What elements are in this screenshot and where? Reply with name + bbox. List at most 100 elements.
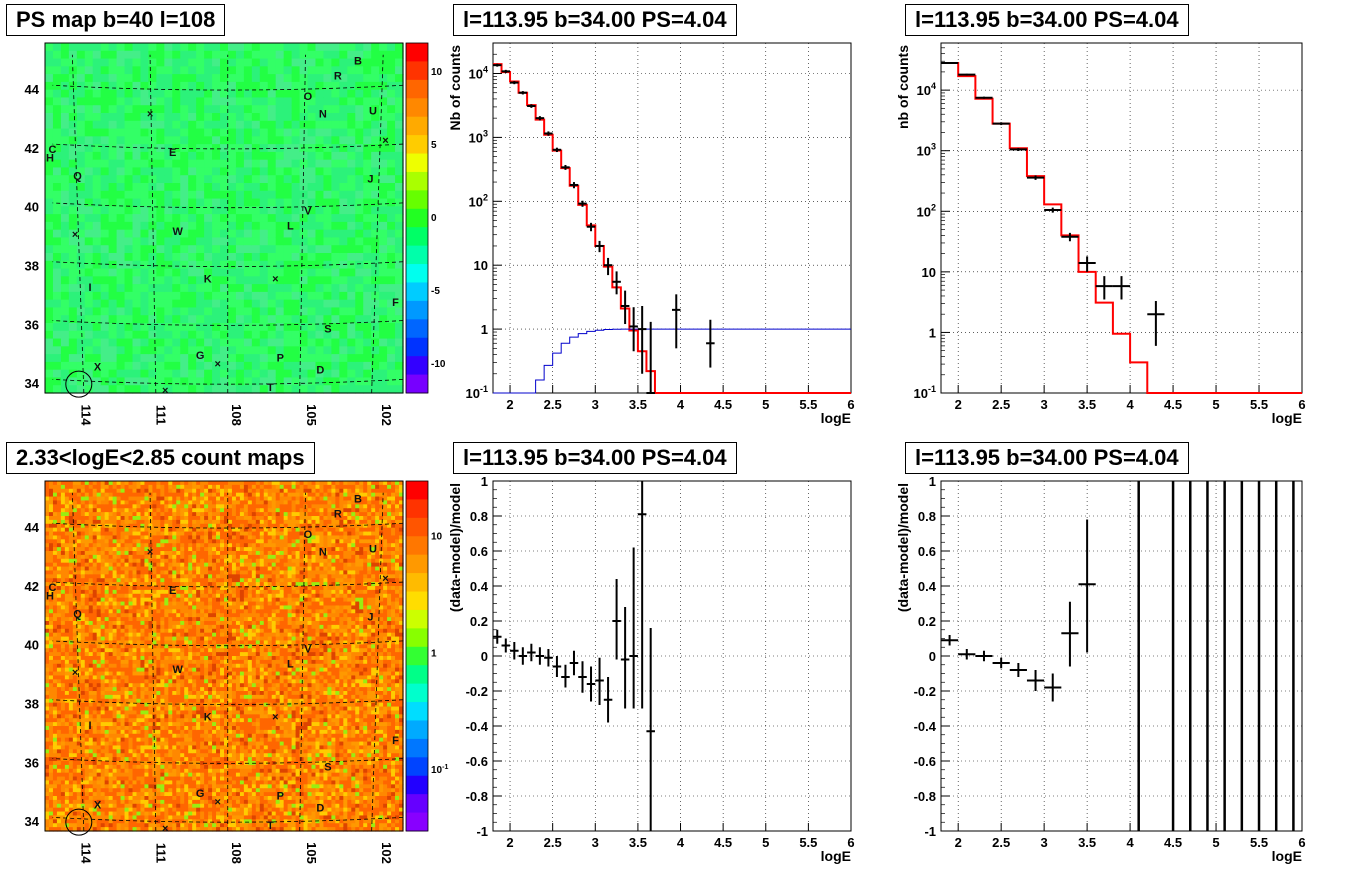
map-pixel	[112, 570, 118, 575]
map-pixel	[68, 89, 78, 99]
map-pixel	[323, 43, 332, 52]
map-pixel	[152, 753, 157, 758]
map-pixel	[84, 531, 90, 537]
map-pixel	[132, 687, 138, 692]
map-pixel	[307, 338, 317, 347]
map-pixel	[275, 50, 285, 60]
map-pixel	[45, 516, 50, 521]
map-pixel	[371, 66, 380, 75]
map-pixel	[227, 338, 237, 347]
map-pixel	[104, 757, 110, 762]
map-pixel	[227, 245, 237, 254]
map-pixel	[128, 722, 134, 727]
map-pixel	[88, 702, 94, 708]
map-pixel	[164, 81, 173, 91]
map-pixel	[243, 377, 253, 386]
map-pixel	[116, 66, 126, 75]
map-pixel	[144, 729, 150, 735]
map-pixel	[72, 768, 78, 774]
map-pixel	[204, 105, 213, 114]
map-pixel	[124, 50, 134, 60]
map-pixel	[76, 749, 82, 754]
map-pixel	[136, 780, 142, 785]
map-pixel	[52, 492, 58, 498]
map-pixel	[96, 605, 102, 610]
map-pixel	[196, 89, 205, 99]
map-pixel	[180, 338, 189, 347]
map-pixel	[76, 578, 82, 583]
map-pixel	[128, 792, 134, 797]
map-pixel	[92, 624, 98, 630]
map-pixel	[148, 120, 157, 130]
map-pixel	[136, 741, 142, 747]
map-pixel	[387, 167, 396, 176]
map-pixel	[88, 512, 94, 517]
map-pixel	[116, 749, 122, 754]
map-pixel	[148, 757, 153, 762]
map-pixel	[128, 605, 134, 610]
map-pixel	[116, 531, 122, 537]
map-pixel	[108, 558, 114, 564]
map-pixel	[120, 554, 126, 560]
map-pixel	[45, 792, 50, 797]
map-pixel	[387, 299, 396, 309]
map-pixel	[76, 819, 82, 824]
map-pixel	[76, 369, 86, 379]
map-pixel	[48, 764, 54, 770]
map-pixel	[251, 346, 261, 355]
map-pixel	[267, 268, 277, 277]
map-pixel	[132, 683, 138, 688]
map-pixel	[156, 481, 161, 486]
map-pixel	[84, 206, 94, 215]
map-pixel	[132, 547, 138, 552]
map-pixel	[379, 159, 388, 169]
map-pixel	[140, 558, 146, 564]
map-pixel	[76, 276, 86, 285]
map-pixel	[72, 667, 78, 673]
map-pixel	[76, 815, 82, 820]
map-pixel	[48, 694, 54, 700]
map-pixel	[180, 190, 189, 200]
map-pixel	[120, 644, 126, 649]
map-pixel	[355, 354, 364, 363]
map-pixel	[347, 190, 356, 200]
map-pixel	[108, 729, 114, 735]
map-pixel	[48, 488, 54, 494]
map-pixel	[45, 815, 50, 820]
map-pixel	[291, 97, 301, 106]
map-pixel	[291, 175, 301, 184]
map-pixel	[60, 245, 70, 254]
map-pixel	[56, 726, 62, 731]
map-pixel	[196, 183, 205, 192]
map-pixel	[128, 531, 134, 537]
map-pixel	[92, 706, 98, 712]
map-pixel	[196, 175, 205, 184]
map-pixel	[48, 508, 54, 513]
map-pixel	[148, 663, 153, 669]
map-pixel	[156, 535, 161, 540]
map-pixel	[104, 679, 110, 684]
map-pixel	[307, 214, 317, 223]
map-pixel	[227, 354, 237, 363]
colorbar-frame	[405, 42, 429, 394]
map-pixel	[387, 58, 396, 67]
map-pixel	[331, 136, 340, 145]
map-pixel	[108, 656, 114, 661]
map-pixel	[60, 120, 70, 130]
map-pixel	[88, 609, 94, 614]
map-pixel	[128, 698, 134, 704]
map-pixel	[120, 508, 126, 513]
map-pixel	[339, 323, 348, 332]
map-pixel	[220, 190, 229, 200]
map-pixel	[148, 671, 153, 677]
map-pixel	[84, 159, 94, 169]
map-pixel	[148, 214, 157, 223]
map-pixel	[84, 492, 90, 498]
map-pixel	[180, 354, 189, 363]
map-pixel	[355, 299, 364, 309]
map-pixel	[92, 811, 98, 817]
map-pixel	[116, 776, 122, 782]
map-pixel	[363, 50, 372, 60]
map-pixel	[108, 698, 114, 704]
map-pixel	[124, 780, 130, 785]
